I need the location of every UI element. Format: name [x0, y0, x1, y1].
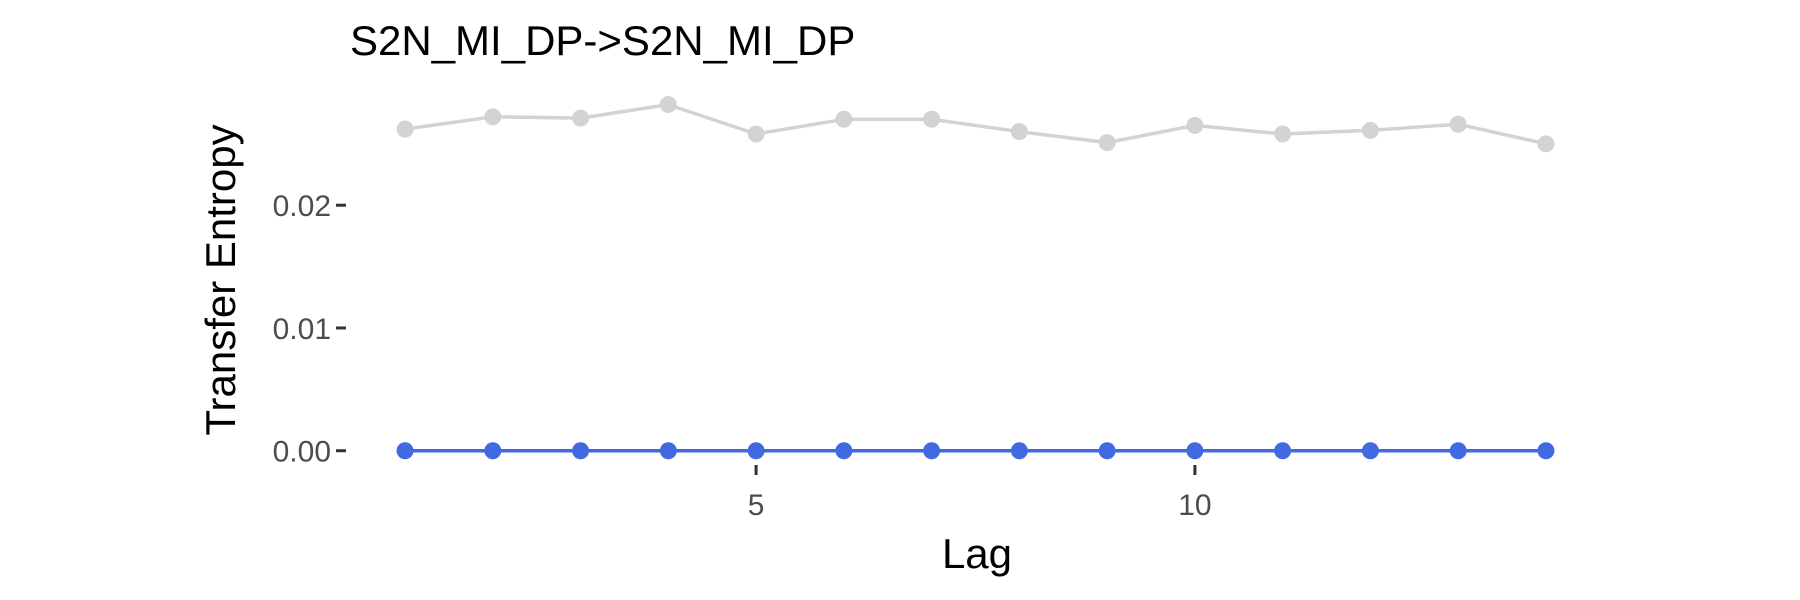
x-tick-label: 10 — [1178, 489, 1211, 522]
x-axis: 5 10 — [748, 465, 1212, 522]
data-point — [1361, 121, 1379, 139]
data-point — [1098, 442, 1116, 460]
data-point — [835, 442, 853, 460]
data-point — [396, 120, 414, 138]
y-axis: 0.00 0.01 0.02 — [273, 190, 346, 469]
x-axis-label: Lag — [942, 530, 1012, 577]
data-point — [1010, 442, 1028, 460]
data-point — [747, 442, 765, 460]
data-point — [923, 442, 941, 460]
series-line — [404, 102, 1547, 146]
data-point — [1449, 442, 1467, 460]
data-point — [659, 96, 677, 114]
series-layer — [396, 96, 1555, 460]
data-point — [659, 442, 677, 460]
data-point — [747, 125, 765, 143]
data-point — [572, 109, 590, 127]
y-tick-label: 0.02 — [273, 190, 331, 223]
data-point — [396, 442, 414, 460]
y-tick-label: 0.01 — [273, 313, 331, 346]
x-tick-label: 5 — [748, 489, 765, 522]
data-point — [1537, 135, 1555, 153]
data-point — [484, 108, 502, 126]
data-point — [1274, 125, 1292, 143]
data-point — [1098, 134, 1116, 152]
data-point — [1361, 442, 1379, 460]
data-point — [1010, 123, 1028, 141]
data-point — [1274, 442, 1292, 460]
y-tick-label: 0.00 — [273, 436, 331, 469]
data-point — [484, 442, 502, 460]
data-point — [1537, 442, 1555, 460]
data-point — [923, 110, 941, 128]
y-axis-label: Transfer Entropy — [197, 124, 244, 435]
series-1 — [396, 442, 1555, 460]
series-0 — [396, 96, 1555, 153]
data-point — [572, 442, 590, 460]
chart-title: S2N_MI_DP->S2N_MI_DP — [350, 17, 855, 64]
data-point — [1449, 115, 1467, 133]
data-point — [1186, 442, 1204, 460]
data-point — [835, 110, 853, 128]
data-point — [1186, 116, 1204, 134]
